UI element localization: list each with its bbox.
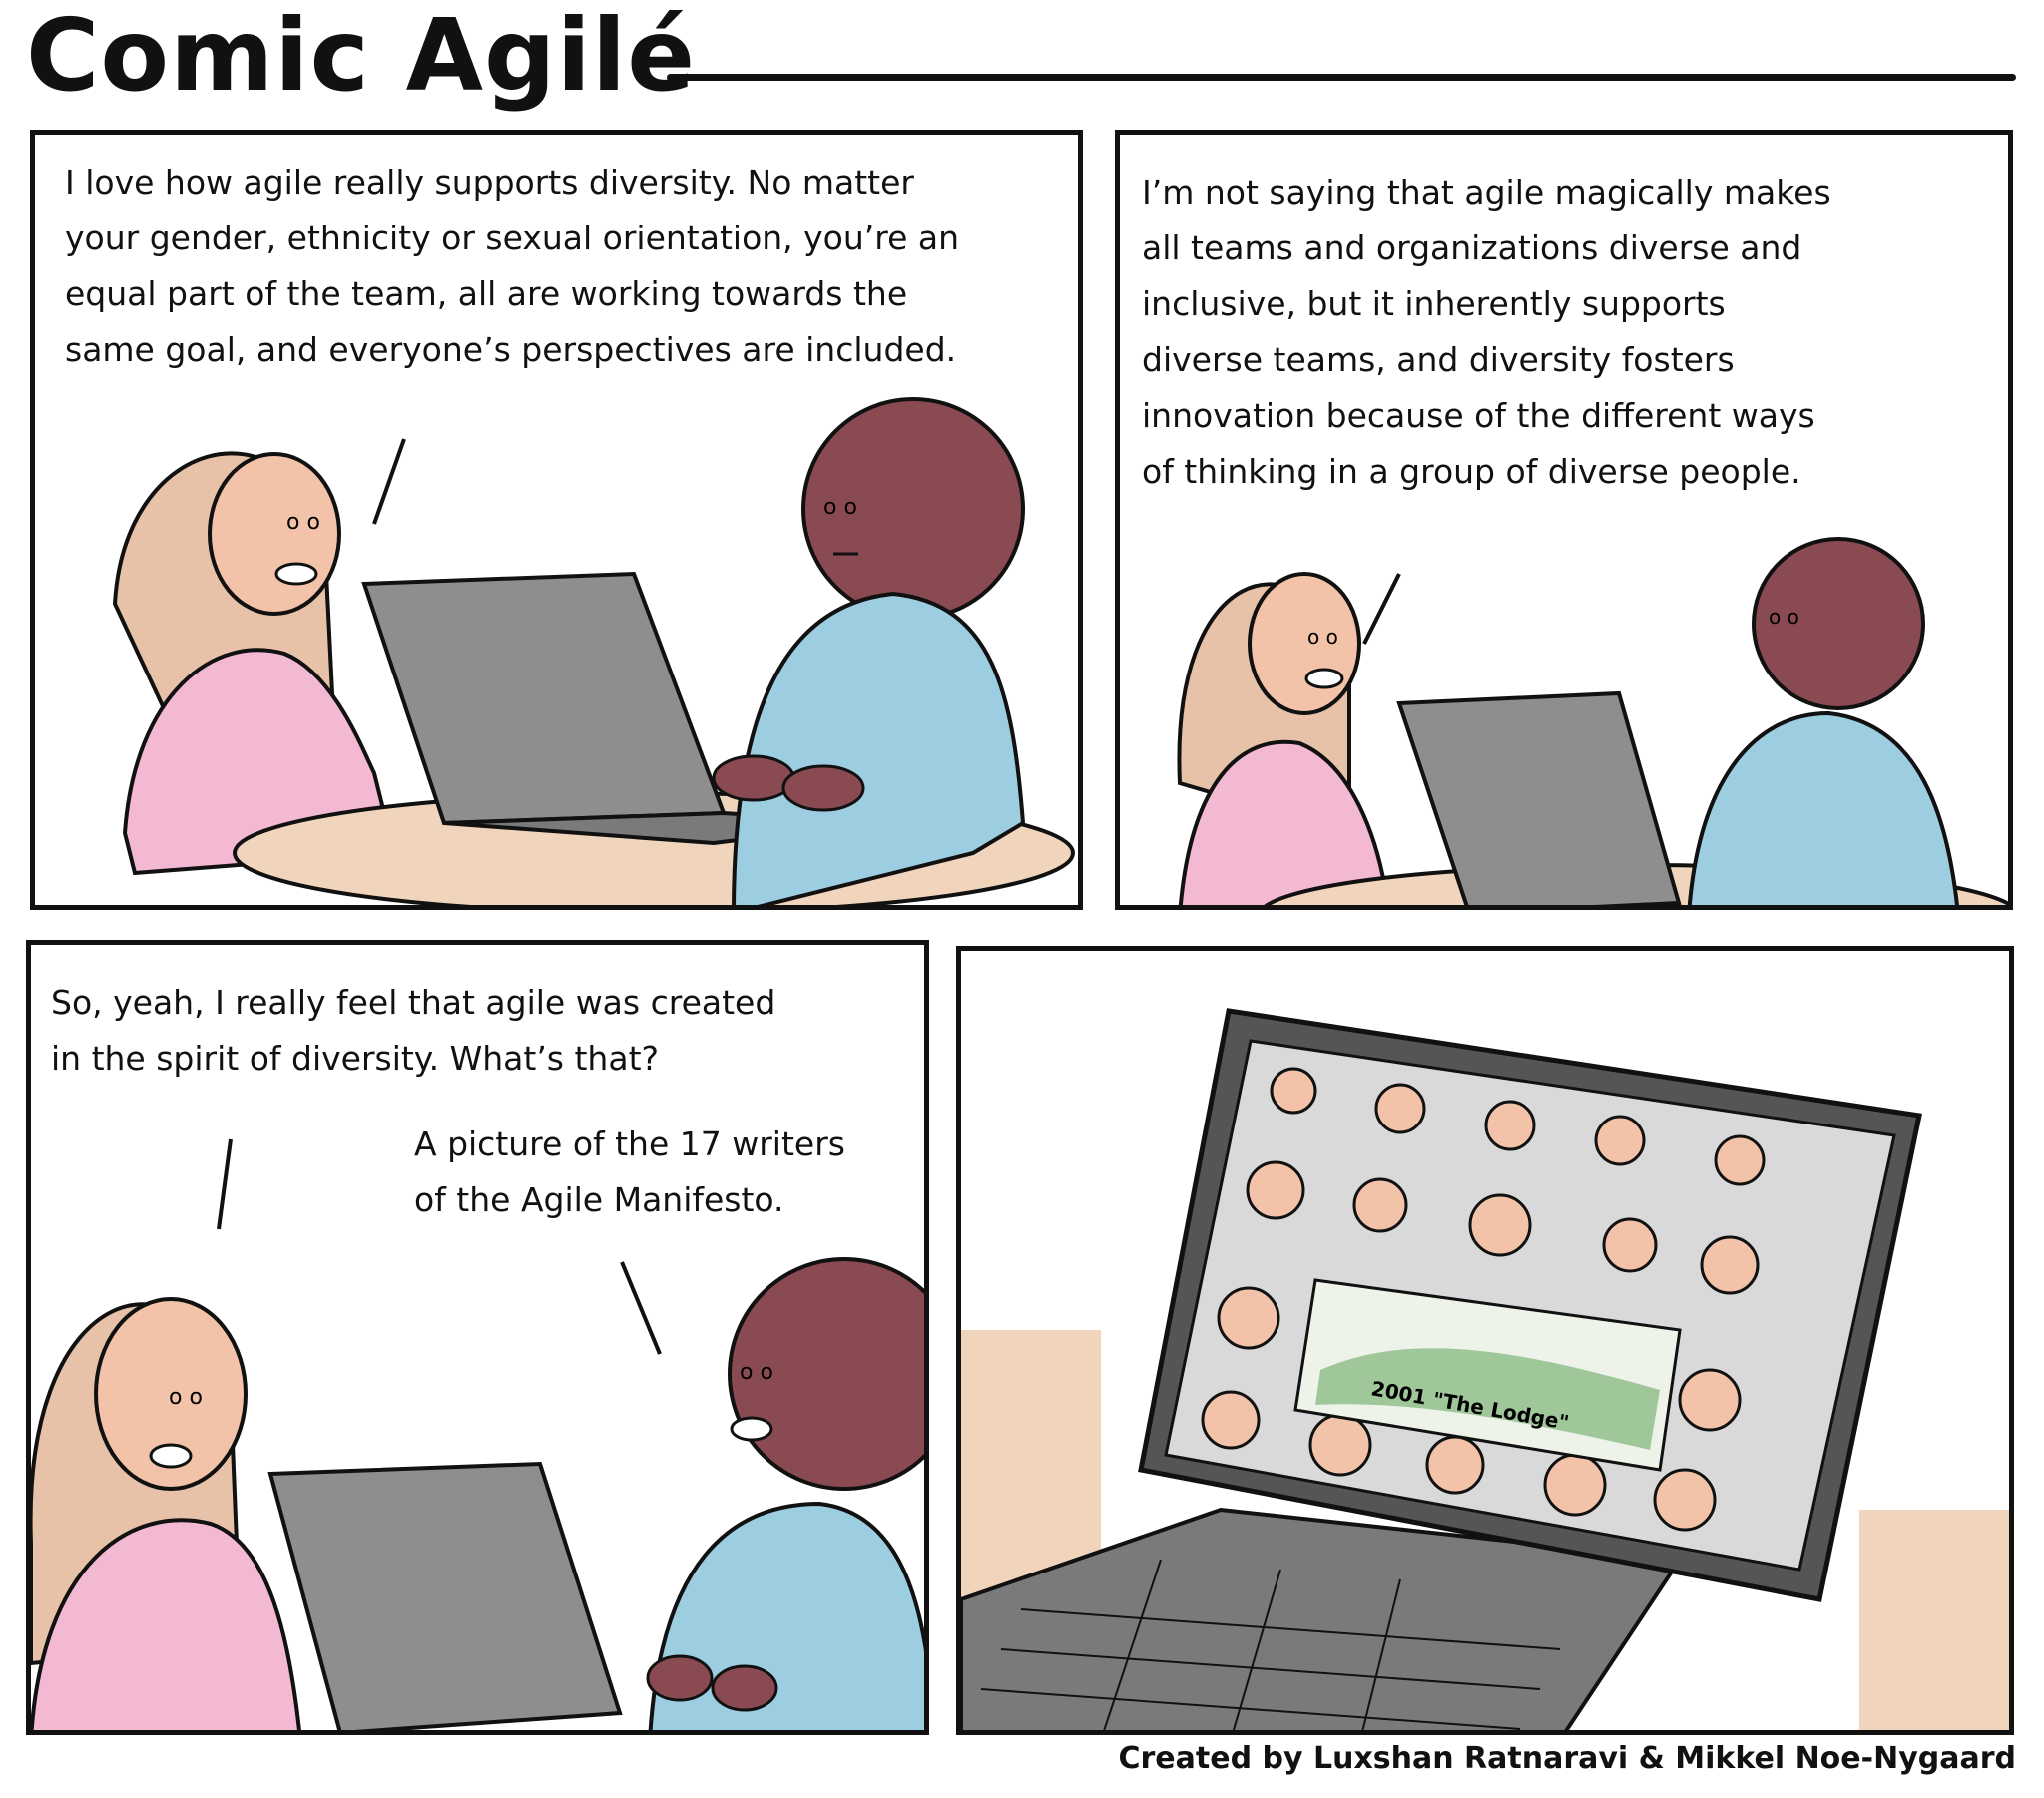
manifesto-writers-grid (1201, 1067, 1766, 1532)
svg-text:o o: o o (1307, 625, 1338, 649)
svg-text:o o: o o (169, 1385, 203, 1410)
panel-2-art: o o o o (1177, 537, 2008, 905)
panel-3-reply: A picture of the 17 writers of the Agile… (414, 1124, 845, 1219)
svg-text:o o: o o (823, 495, 857, 520)
panel-4-art: 2001 "The Lodge" (961, 1008, 2009, 1730)
panel-3: So, yeah, I really feel that agile was c… (26, 940, 929, 1735)
panel-1-caption: I love how agile really supports diversi… (65, 163, 960, 369)
svg-text:o o: o o (286, 510, 320, 535)
panel-3-caption: So, yeah, I really feel that agile was c… (51, 983, 776, 1078)
panel-1-art: o o o o (112, 397, 1075, 905)
panel-2: I’m not saying that agile magically make… (1115, 130, 2013, 910)
svg-text:o o: o o (1769, 605, 1799, 629)
svg-text:o o: o o (740, 1360, 773, 1385)
credit-line: Created by Luxshan Ratnaravi & Mikkel No… (1118, 1741, 2016, 1776)
title-rule (667, 74, 2016, 81)
comic-title: Comic Agilé (26, 0, 697, 114)
panel-2-caption: I’m not saying that agile magically make… (1142, 173, 1831, 491)
panel-3-art: o o o o (31, 1138, 924, 1730)
panel-1: I love how agile really supports diversi… (30, 130, 1083, 910)
panel-4: 2001 "The Lodge" (956, 946, 2014, 1735)
